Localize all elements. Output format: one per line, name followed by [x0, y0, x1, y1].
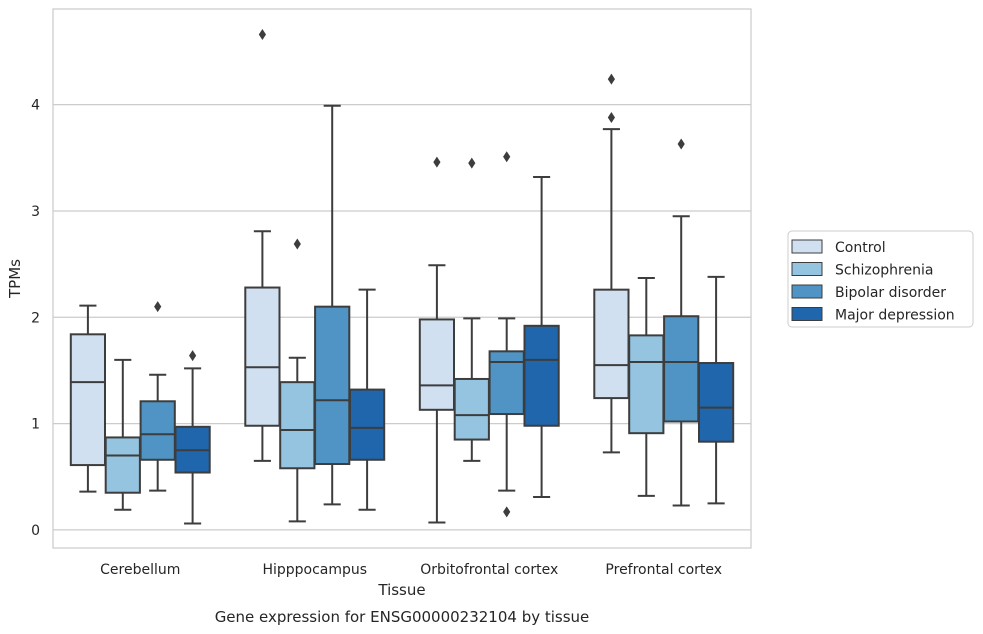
y-axis-label: TPMs [6, 259, 24, 299]
legend-swatch [791, 284, 823, 299]
box-control-cerebellum [69, 304, 107, 493]
iqr-box [244, 286, 281, 427]
legend-swatch [791, 307, 823, 321]
box-schizophrenia-prefrontal-cortex [628, 276, 665, 497]
outlier-point [468, 157, 476, 169]
iqr-box [418, 318, 456, 411]
iqr-box [139, 400, 176, 461]
iqr-box [523, 324, 560, 427]
outlier-point [258, 29, 266, 41]
y-axis-ticks: 0 1 2 3 4 [31, 98, 40, 539]
box-major-depression-cerebellum [174, 350, 211, 525]
legend-label: Control [835, 240, 886, 256]
x-axis-label: Tissue [377, 581, 425, 599]
series-major-depression [174, 175, 735, 525]
outlier-point [503, 506, 511, 518]
legend-swatch [791, 262, 823, 276]
x-tick-label-prefrontal-cortex: Prefrontal cortex [605, 562, 722, 578]
iqr-box [663, 315, 700, 423]
outlier-point [154, 301, 162, 313]
iqr-box [279, 381, 316, 470]
box-bipolar-disorder-orbitofrontal-cortex [488, 151, 525, 518]
box-series [69, 29, 735, 525]
box-schizophrenia-cerebellum [104, 358, 141, 511]
box-schizophrenia-orbitofrontal-cortex [453, 157, 490, 462]
y-tick-label: 0 [31, 523, 40, 539]
iqr-box [697, 362, 735, 443]
plot-area-frame [52, 8, 752, 549]
iqr-box [453, 377, 490, 441]
outlier-point [607, 111, 615, 123]
legend-label: Bipolar disorder [835, 285, 946, 301]
iqr-box [593, 288, 630, 400]
legend-item-control: Control [791, 239, 886, 256]
box-major-depression-prefrontal-cortex [697, 275, 735, 505]
legend-label: Schizophrenia [835, 263, 933, 279]
box-bipolar-disorder-cerebellum [139, 301, 176, 492]
outlier-point [503, 151, 511, 163]
box-bipolar-disorder-hipppocampus [314, 104, 351, 506]
y-tick-label: 3 [31, 204, 40, 220]
series-schizophrenia [104, 157, 665, 523]
box-major-depression-hipppocampus [348, 288, 386, 511]
outlier-point [607, 73, 615, 85]
x-axis-ticks: Cerebellum Hipppocampus Orbitofrontal cort… [100, 562, 722, 578]
iqr-box [69, 333, 107, 467]
iqr-box [348, 388, 386, 461]
iqr-box [314, 305, 351, 466]
outlier-point [189, 350, 197, 362]
box-control-orbitofrontal-cortex [418, 156, 456, 524]
chart-caption: Gene expression for ENSG00000232104 by t… [215, 608, 590, 626]
iqr-box [628, 334, 665, 435]
legend-swatch [791, 239, 823, 254]
box-control-hipppocampus [244, 29, 281, 462]
series-control [69, 29, 630, 524]
legend-label: Major depression [835, 308, 955, 324]
legend: Control Schizophrenia Bipolar disorder Majo… [787, 230, 974, 328]
box-major-depression-orbitofrontal-cortex [523, 175, 560, 498]
x-tick-label-cerebellum: Cerebellum [100, 562, 180, 578]
y-tick-label: 1 [31, 417, 40, 433]
outlier-point [677, 138, 685, 150]
box-schizophrenia-hipppocampus [279, 238, 316, 523]
outlier-point [293, 238, 301, 250]
x-tick-label-hipppocampus: Hipppocampus [262, 562, 367, 578]
legend-frame [787, 230, 974, 328]
legend-item-major-depression: Major depression [791, 307, 955, 324]
legend-item-bipolar-disorder: Bipolar disorder [791, 284, 946, 301]
legend-item-schizophrenia: Schizophrenia [791, 262, 933, 279]
y-tick-label: 4 [31, 98, 40, 114]
y-tick-label: 2 [31, 310, 40, 326]
outlier-point [433, 156, 441, 168]
box-bipolar-disorder-prefrontal-cortex [663, 138, 700, 507]
x-tick-label-orbitofrontal-cortex: Orbitofrontal cortex [420, 562, 558, 578]
box-control-prefrontal-cortex [593, 73, 630, 454]
iqr-box [488, 350, 525, 416]
iqr-box [104, 436, 141, 494]
